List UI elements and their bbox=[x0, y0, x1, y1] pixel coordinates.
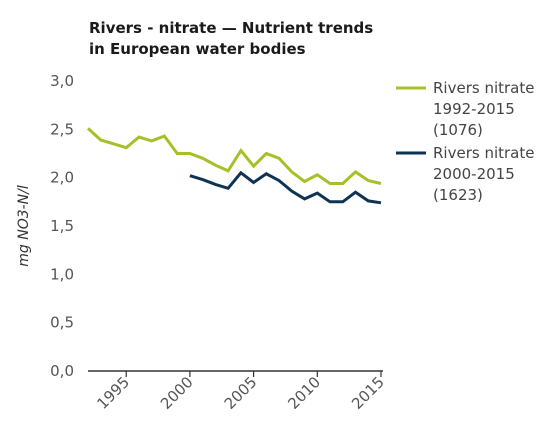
y-axis-ticks: 0,0 0,5 1,0 1,5 2,0 2,5 3,0 bbox=[50, 72, 74, 380]
y-axis-label: mg NO3-N/l bbox=[16, 185, 32, 267]
series-line-2 bbox=[189, 170, 382, 205]
chart-title: Rivers - nitrate — Nutrient trends in Eu… bbox=[89, 18, 389, 60]
series-layer bbox=[86, 127, 382, 205]
legend-label-1: Rivers nitrate bbox=[433, 79, 534, 97]
legend-label-1: (1076) bbox=[433, 121, 483, 139]
x-tick-label: 1995 bbox=[93, 373, 133, 413]
y-tick-label: 2,0 bbox=[50, 169, 74, 187]
legend-label-2: 2000-2015 bbox=[433, 165, 515, 183]
x-tick-label: 2015 bbox=[348, 373, 388, 413]
x-tick-label: 2010 bbox=[284, 373, 324, 413]
x-tick-label: 2005 bbox=[221, 373, 261, 413]
y-tick-label: 3,0 bbox=[50, 72, 74, 90]
x-tick-label: 2000 bbox=[157, 373, 197, 413]
legend-label-2: (1623) bbox=[433, 186, 483, 204]
y-tick-label: 1,5 bbox=[50, 217, 74, 235]
chart-title-line-1: Rivers - nitrate — Nutrient trends bbox=[89, 19, 374, 37]
series-line-1 bbox=[86, 127, 382, 185]
y-tick-label: 1,0 bbox=[50, 265, 74, 283]
legend: Rivers nitrate 1992-2015 (1076) Rivers nitr… bbox=[396, 79, 534, 204]
y-tick-label: 0,0 bbox=[50, 362, 74, 380]
legend-label-2: Rivers nitrate bbox=[433, 144, 534, 162]
x-axis: 1995 2000 2005 2010 2015 bbox=[88, 370, 388, 413]
legend-label-1: 1992-2015 bbox=[433, 100, 515, 118]
y-tick-label: 2,5 bbox=[50, 120, 74, 138]
y-tick-label: 0,5 bbox=[50, 314, 74, 332]
chart-title-line-2: in European water bodies bbox=[89, 40, 306, 58]
